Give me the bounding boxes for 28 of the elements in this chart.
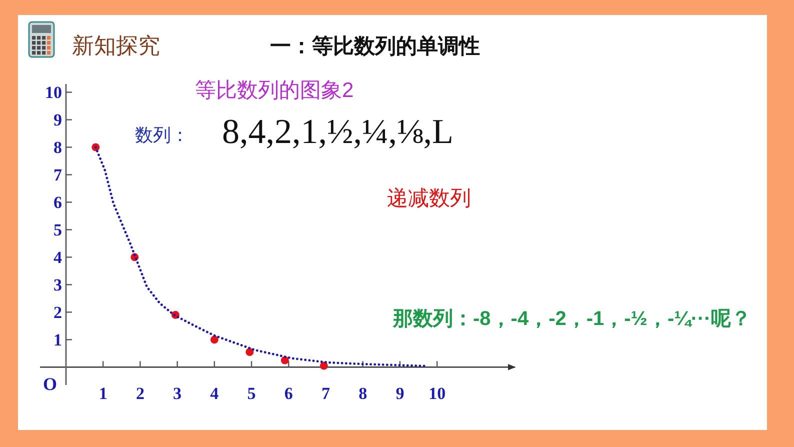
- y-tick-label: 8: [53, 138, 62, 158]
- subtitle: 等比数列的图象2: [195, 79, 354, 102]
- x-tick-label: 3: [173, 384, 182, 404]
- y-tick-label: 5: [53, 220, 62, 240]
- x-tick-label: 10: [428, 384, 446, 404]
- y-tick-label: 4: [53, 248, 62, 268]
- annotation: 那数列：-8，-4，-2，-1，-½，-¼···呢？: [393, 308, 751, 330]
- y-tick-label: 3: [53, 276, 62, 295]
- annotation: 新知探究: [72, 33, 160, 58]
- x-tick-label: 9: [396, 384, 404, 404]
- x-tick-label: 8: [358, 384, 368, 404]
- y-tick-label: 7: [53, 166, 62, 185]
- y-tick-label: 6: [53, 193, 62, 212]
- x-tick-label: 1: [98, 384, 108, 404]
- y-tick-label: 1: [53, 330, 62, 350]
- x-tick-label: 4: [210, 384, 219, 404]
- y-tick-label: 2: [53, 303, 62, 322]
- x-tick-label: 2: [136, 384, 144, 404]
- x-tick-label: 5: [247, 384, 256, 404]
- annotation: 8,4,2,1,½,¼,⅛,L: [222, 112, 454, 151]
- annotation: 递减数列: [387, 187, 471, 210]
- annotation: 数列：: [135, 125, 189, 145]
- annotation: O: [43, 374, 58, 394]
- y-tick-label: 10: [44, 83, 62, 102]
- y-tick-label: 9: [53, 110, 62, 130]
- x-tick-label: 6: [284, 384, 293, 404]
- x-tick-label: 7: [322, 384, 330, 404]
- title: 一：等比数列的单调性: [270, 35, 480, 58]
